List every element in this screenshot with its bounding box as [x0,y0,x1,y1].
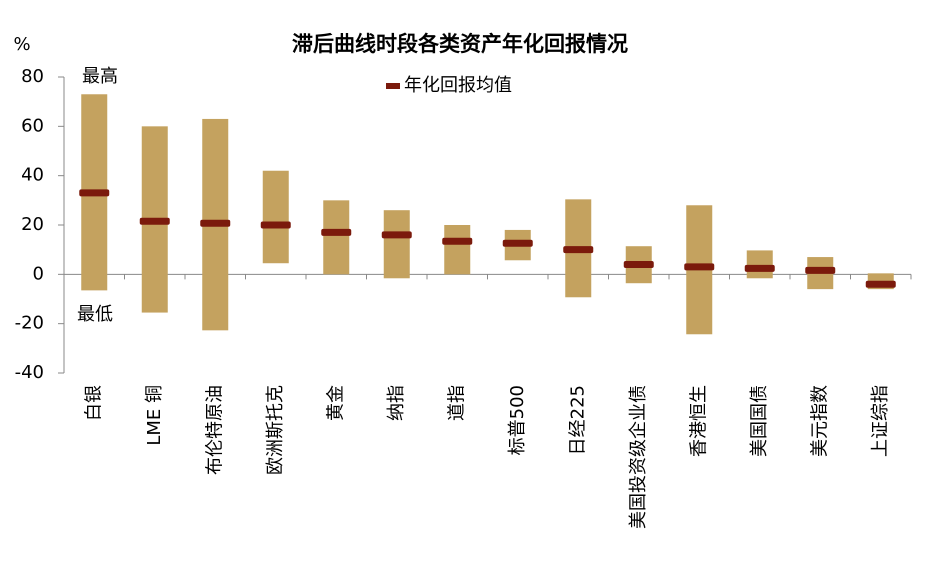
mean-marker [744,264,775,272]
y-unit: % [13,34,30,55]
mean-marker [502,239,533,247]
annotation: 最高 [82,66,118,87]
x-tick-label: 布伦特原油 [204,385,225,475]
annotation: 最低 [77,304,113,325]
x-tick-label: 道指 [446,385,467,421]
mean-marker [563,246,594,254]
x-tick-label: 美元指数 [809,385,830,457]
y-tick-label: -20 [15,313,44,334]
legend-label: 年化回报均值 [404,75,512,96]
mean-marker [260,221,291,229]
mean-marker [139,217,170,225]
x-tick-label: LME 铜 [144,385,165,446]
mean-marker [79,189,110,197]
x-tick-label: 上证综指 [870,385,891,457]
y-tick-label: -40 [15,362,44,383]
x-tick-label: 纳指 [386,385,407,421]
legend-marker [386,83,400,89]
mean-marker [200,219,231,227]
mean-marker [805,266,836,274]
mean-marker [381,231,412,239]
range-bar [383,210,410,279]
y-tick-label: 20 [21,214,44,235]
y-tick-label: 60 [21,115,44,136]
y-tick-label: 80 [21,66,44,87]
x-tick-label: 黄金 [325,385,346,421]
mean-marker [865,280,896,288]
x-tick-label: 香港恒生 [688,385,709,457]
range-bar [262,170,289,264]
x-tick-label: 白银 [83,385,104,421]
mean-marker [684,263,715,271]
range-bar [444,225,471,275]
y-tick-label: 0 [33,263,44,284]
x-tick-label: 美国国债 [749,385,770,457]
x-tick-label: 标普500 [507,385,528,455]
mean-marker [623,260,654,268]
mean-marker [442,237,473,245]
y-tick-label: 40 [21,165,44,186]
x-tick-label: 日经225 [567,385,588,455]
chart-title: 滞后曲线时段各类资产年化回报情况 [292,32,628,56]
x-tick-label: 欧洲斯托克 [265,385,286,475]
mean-marker [321,228,352,236]
range-bar [323,200,350,275]
range-bar [746,250,773,279]
x-tick-label: 美国投资级企业债 [628,385,649,529]
